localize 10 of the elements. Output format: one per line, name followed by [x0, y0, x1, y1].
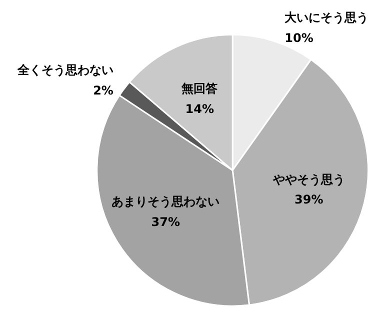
data-label: 14%: [185, 102, 214, 116]
data-label: 37%: [151, 214, 180, 229]
slice-label: 無回答: [180, 82, 219, 96]
data-label: 10%: [284, 31, 314, 46]
slice-label: 大いにそう思う: [284, 10, 369, 25]
slice-label: ややそう思う: [272, 172, 345, 186]
slice-label: 全くそう思わない: [16, 63, 114, 78]
data-label: 2%: [93, 83, 114, 98]
data-label: 39%: [294, 192, 324, 207]
slice-label: あまりそう思わない: [112, 194, 220, 209]
